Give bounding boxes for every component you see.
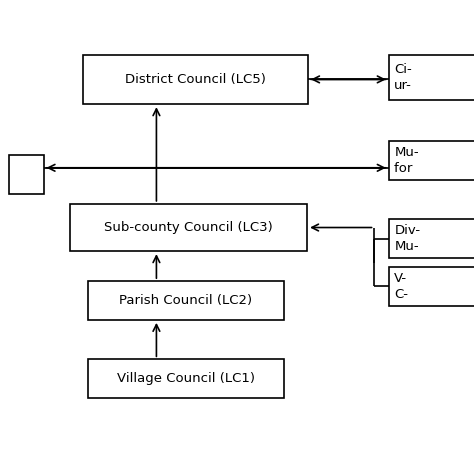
Text: Mu-
for: Mu- for [394, 146, 419, 175]
Text: Sub-county Council (LC3): Sub-county Council (LC3) [104, 221, 273, 234]
Text: V-
C-: V- C- [394, 272, 409, 301]
Text: Parish Council (LC2): Parish Council (LC2) [119, 294, 253, 307]
Bar [9, 155, 44, 194]
Text: Ci-
ur-: Ci- ur- [394, 63, 412, 91]
Bar [83, 55, 308, 104]
Bar [389, 267, 474, 306]
Bar [88, 281, 284, 320]
Bar [389, 219, 474, 258]
Text: Village Council (LC1): Village Council (LC1) [117, 372, 255, 385]
Bar [70, 204, 307, 251]
Text: Div-
Mu-: Div- Mu- [394, 224, 420, 254]
Bar [88, 359, 284, 398]
Bar [389, 141, 474, 180]
Text: District Council (LC5): District Council (LC5) [125, 73, 266, 86]
Bar [389, 55, 474, 100]
